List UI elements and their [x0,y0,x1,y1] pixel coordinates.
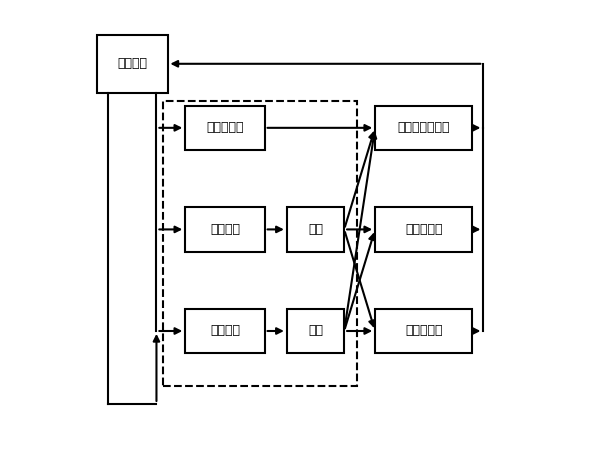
Bar [375,106,472,150]
Text: 中修、大修: 中修、大修 [405,223,442,236]
Bar [185,207,265,252]
Bar [287,207,344,252]
Text: 日常养护、小修: 日常养护、小修 [397,122,450,135]
Text: 评估: 评估 [308,223,323,236]
Bar [163,101,358,386]
Bar [97,35,167,93]
Bar [375,207,472,252]
Bar [375,309,472,353]
Bar [185,106,265,150]
Bar [185,309,265,353]
Text: 补强、加固: 补强、加固 [405,324,442,338]
Text: 定期检测: 定期检测 [210,223,240,236]
Text: 经常性检查: 经常性检查 [206,122,244,135]
Text: 桥梁档案: 桥梁档案 [117,57,147,70]
Text: 特殊检测: 特殊检测 [210,324,240,338]
Bar [287,309,344,353]
Text: 鉴定: 鉴定 [308,324,323,338]
